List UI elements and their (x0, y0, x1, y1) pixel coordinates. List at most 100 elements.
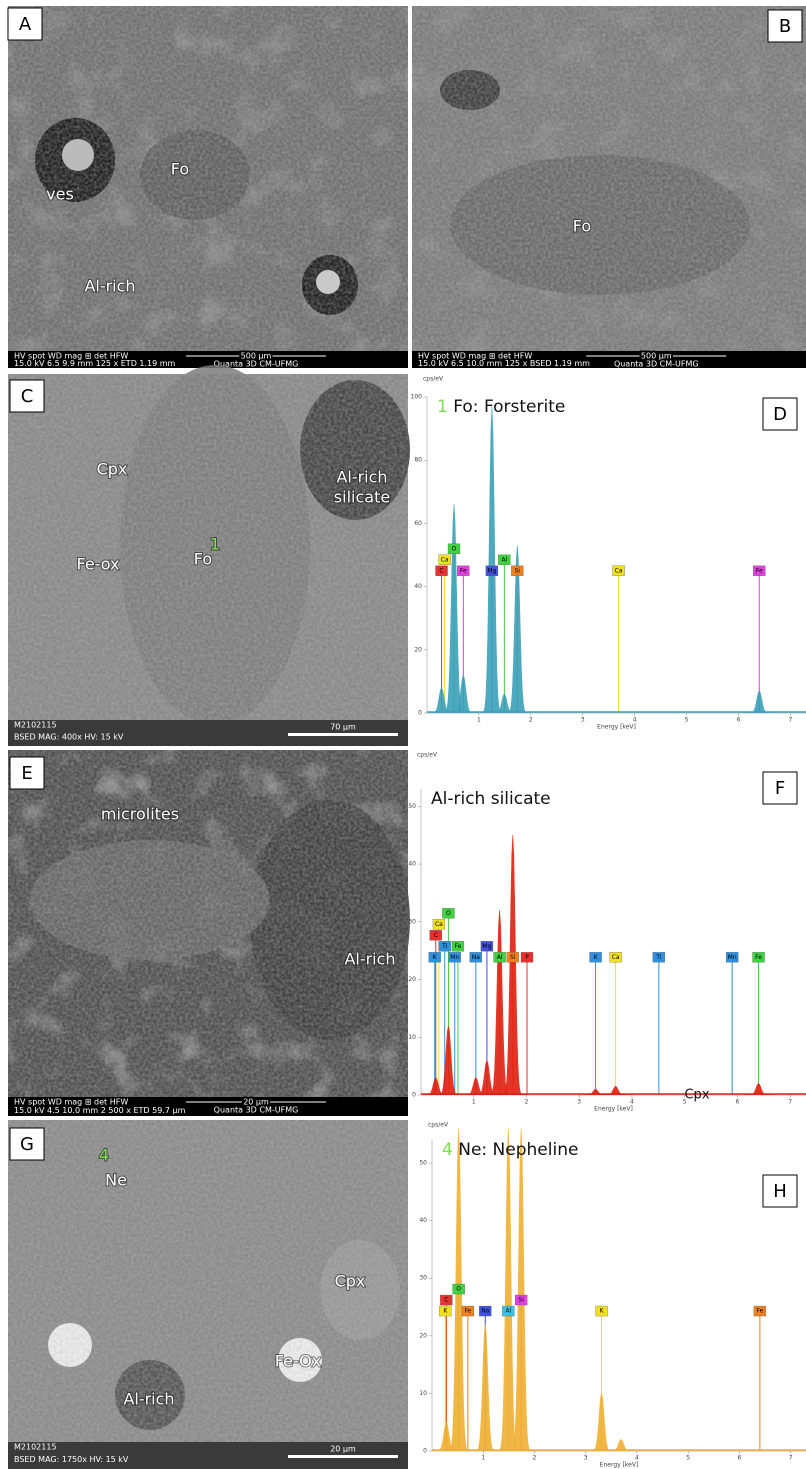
image-label: 1 (210, 535, 220, 554)
sem-image (412, 6, 806, 368)
image-grain (8, 750, 408, 1116)
element-label: C (434, 932, 438, 939)
x-tick-label: 7 (789, 717, 793, 724)
y-tick-label: 100 (411, 394, 423, 401)
element-label: Ca (441, 556, 449, 563)
x-tick-label: 6 (736, 1099, 740, 1106)
element-label: Mg (487, 567, 496, 574)
scale-label: 70 µm (330, 723, 356, 732)
image-label: Fe-ox (76, 555, 119, 574)
panel-letter: D (773, 404, 787, 425)
x-tick-label: 6 (737, 717, 741, 724)
spectrum-title-text: Al-rich silicate (431, 789, 551, 809)
y-tick-label: 60 (414, 520, 422, 527)
image-label: silicate (334, 488, 390, 507)
x-tick-label: 2 (533, 1455, 537, 1462)
image-label: microlites (101, 805, 179, 824)
scale-label: 20 µm (330, 1445, 356, 1454)
panel-letter: E (21, 763, 32, 784)
x-tick-label: 6 (737, 1455, 741, 1462)
spectrum-title: 1 Fo: Forsterite (437, 397, 565, 417)
element-label: C (439, 567, 443, 574)
x-tick-label: 3 (584, 1455, 588, 1462)
x-axis-label: Energy [keV] (597, 724, 636, 731)
footer-text: BSED MAG: 1750x HV: 15 kV (14, 1455, 129, 1464)
image-grain (8, 1120, 408, 1469)
panel-letter: F (775, 778, 785, 799)
scale-bar (288, 733, 398, 736)
element-label: Al (497, 954, 503, 961)
y-tick-label: 40 (414, 583, 422, 590)
image-label: Fo (573, 217, 591, 236)
footer-text: M2102115 (14, 721, 57, 730)
y-tick-label: 0 (412, 1092, 416, 1099)
y-tick-label: 50 (408, 803, 416, 810)
y-tick-label: 20 (408, 976, 416, 983)
image-label: Al-rich (336, 468, 387, 487)
spectrum-title: Al-rich silicate (431, 789, 551, 809)
image-label: Ne (105, 1171, 127, 1190)
spectrum-background (412, 374, 806, 733)
y-tick-label: 0 (423, 1448, 427, 1455)
element-label: Fe (460, 567, 467, 574)
image-label: Fe-Ox (275, 1352, 321, 1371)
x-tick-label: 5 (685, 717, 689, 724)
y-tick-label: 40 (419, 1217, 427, 1224)
panel-letter: B (779, 16, 791, 37)
spectrum-title-text: Ne: Nepheline (458, 1140, 578, 1160)
element-label: Al (505, 1308, 511, 1315)
spot-number: 4 (442, 1140, 453, 1160)
element-label: Fe (464, 1308, 471, 1315)
element-label: Si (518, 1297, 524, 1304)
x-tick-label: 4 (630, 1099, 634, 1106)
x-axis-label: Energy [keV] (594, 1106, 633, 1113)
sem-image (8, 750, 410, 1116)
x-tick-label: 5 (686, 1455, 690, 1462)
element-label: O (452, 545, 457, 552)
element-label: Si (510, 954, 516, 961)
element-label: Mg (482, 943, 491, 950)
instrument-label: Quanta 3D CM-UFMG (614, 360, 699, 369)
x-tick-label: 1 (481, 1455, 485, 1462)
element-label: Ti (655, 954, 661, 961)
panel-letter: C (21, 386, 34, 407)
x-tick-label: 1 (472, 1099, 476, 1106)
x-axis-label: Energy [keV] (600, 1462, 639, 1469)
spectrum-title: 4 Ne: Nepheline (442, 1140, 578, 1160)
y-unit: cps/eV (423, 376, 444, 383)
panel-letter: A (19, 14, 32, 35)
y-tick-label: 0 (418, 710, 422, 717)
element-label: Ca (615, 567, 623, 574)
scale-bar (288, 1455, 398, 1458)
footer-text: M2102115 (14, 1443, 57, 1452)
y-tick-label: 10 (408, 1034, 416, 1041)
stray-label: Cpx (684, 1088, 709, 1103)
element-label: P (525, 954, 529, 961)
y-tick-label: 30 (419, 1275, 427, 1282)
element-label: Fe (756, 567, 763, 574)
element-label: Ca (435, 921, 443, 928)
panel-letter: G (20, 1134, 34, 1155)
image-label: Cpx (335, 1272, 366, 1291)
y-tick-label: 30 (408, 918, 416, 925)
element-label: Mn (450, 954, 459, 961)
y-tick-label: 20 (414, 646, 422, 653)
sem-image (8, 1120, 408, 1469)
y-tick-label: 50 (419, 1160, 427, 1167)
image-label: Al-rich (344, 950, 395, 969)
panel-letter: H (773, 1181, 787, 1202)
image-label: Al-rich (84, 277, 135, 296)
image-grain (412, 6, 806, 368)
image-label: Cpx (97, 460, 128, 479)
image-label: 4 (99, 1146, 109, 1165)
footer-text: BSED MAG: 400x HV: 15 kV (14, 733, 124, 742)
footer-text: 15.0 kV 6.5 9.9 mm 125 x ETD 1.19 mm (14, 359, 176, 368)
x-tick-label: 7 (789, 1455, 793, 1462)
x-tick-label: 7 (788, 1099, 792, 1106)
x-tick-label: 4 (635, 1455, 639, 1462)
footer-text: 15.0 kV 4.5 10.0 mm 2 500 x ETD 59.7 µm (14, 1106, 186, 1115)
element-label: Fe (755, 954, 762, 961)
footer-text: 15.0 kV 6.5 10.0 mm 125 x BSED 1.19 mm (418, 359, 590, 368)
x-tick-label: 3 (577, 1099, 581, 1106)
y-tick-label: 40 (408, 861, 416, 868)
